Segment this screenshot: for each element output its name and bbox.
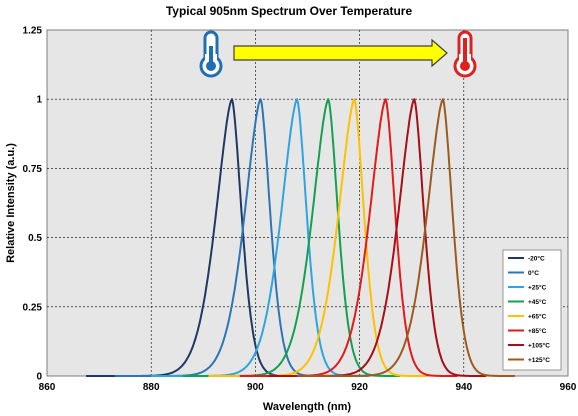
legend: -20°C 0°C +25°C +45°C +65°C +85°C +105°C +125°C — [502, 249, 562, 371]
legend-label: +45°C — [528, 298, 547, 306]
legend-label: -20°C — [528, 254, 545, 262]
legend-box — [502, 249, 562, 371]
x-axis-label: Wavelength (nm) — [263, 401, 352, 413]
x-tick-label: 960 — [560, 382, 577, 393]
legend-label: +25°C — [528, 283, 547, 291]
y-tick-label: 0.75 — [23, 164, 43, 175]
x-tick-label: 880 — [143, 382, 160, 393]
legend-label: +125°C — [528, 356, 550, 364]
plot-area — [46, 29, 569, 377]
x-tick-label: 940 — [455, 382, 472, 393]
legend-label: +85°C — [528, 327, 547, 335]
series-lines — [86, 98, 515, 377]
temperature-annotation — [199, 30, 477, 78]
series-line-8 — [297, 98, 515, 377]
temperature-arrow — [233, 38, 448, 68]
legend-label: +105°C — [528, 341, 550, 349]
chart-title: Typical 905nm Spectrum Over Temperature — [166, 4, 413, 18]
x-tick-label: 860 — [39, 382, 56, 393]
x-tick-label: 920 — [351, 382, 368, 393]
y-axis-ticks: 0 0.25 0.5 0.75 1 1.25 — [23, 26, 43, 383]
y-tick-label: 0.5 — [28, 233, 42, 244]
cold-thermometer-icon — [199, 30, 223, 78]
legend-label: +65°C — [528, 312, 547, 320]
y-tick-label: 1.25 — [23, 26, 43, 37]
y-tick-label: 0.25 — [23, 302, 43, 313]
y-tick-label: 0 — [36, 372, 42, 383]
x-axis-ticks: 860 880 900 920 940 960 — [39, 382, 577, 393]
hot-thermometer-icon — [453, 30, 477, 78]
y-axis-label: Relative Intensity (a.u.) — [5, 143, 17, 263]
legend-label: 0°C — [528, 269, 539, 277]
y-tick-label: 1 — [36, 95, 42, 106]
x-tick-label: 900 — [247, 382, 264, 393]
